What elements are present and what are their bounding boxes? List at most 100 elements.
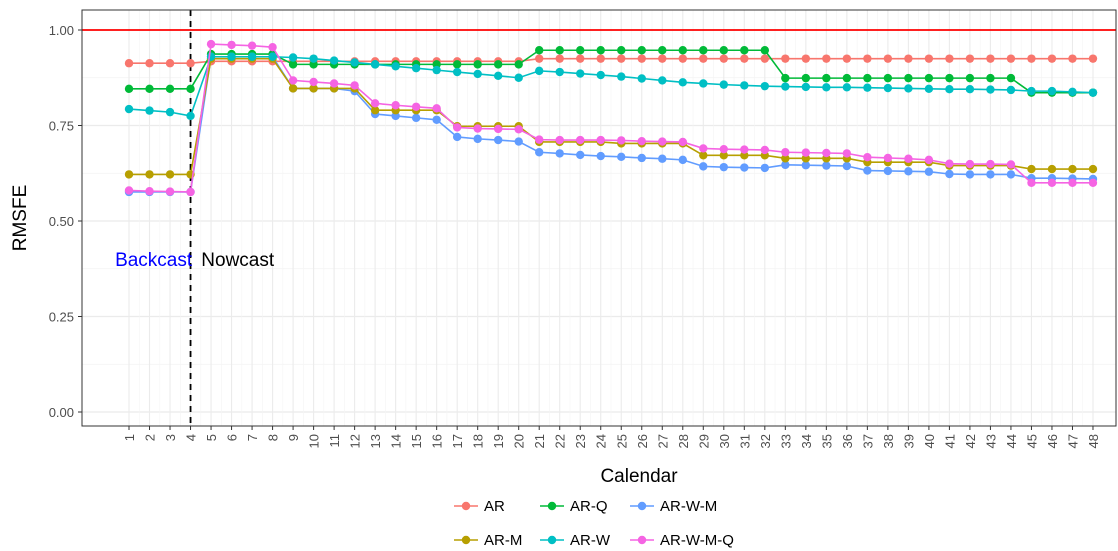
x-tick-label: 31 bbox=[737, 434, 752, 448]
y-axis-title: RMSFE bbox=[10, 185, 31, 252]
x-tick-label: 23 bbox=[573, 434, 588, 448]
x-tick-label: 15 bbox=[409, 434, 424, 448]
data-point-ar bbox=[186, 59, 195, 68]
legend-label: AR-W-M-Q bbox=[660, 532, 734, 549]
data-point-ar-w bbox=[473, 69, 482, 79]
data-point-ar-w-m-q bbox=[576, 135, 585, 145]
data-point-ar-q bbox=[473, 60, 482, 69]
data-point-ar-w bbox=[309, 54, 318, 63]
data-point-ar bbox=[822, 54, 831, 63]
data-point-ar-q bbox=[658, 46, 667, 55]
data-point-ar bbox=[760, 54, 770, 63]
data-point-ar-w bbox=[514, 73, 523, 82]
data-point-ar-w bbox=[678, 78, 687, 87]
data-point-ar bbox=[596, 54, 605, 63]
data-point-ar-w bbox=[617, 72, 626, 81]
data-point-ar-w-m-q bbox=[1047, 178, 1057, 187]
legend: AR AR-Q AR-W-M AR-M AR-W AR-W-M-Q bbox=[454, 498, 734, 549]
legend-key-point bbox=[461, 501, 471, 511]
data-point-ar-q bbox=[145, 84, 154, 94]
data-point-ar-w-m bbox=[678, 155, 687, 165]
data-point-ar-w-m-q bbox=[309, 77, 318, 87]
legend-key-point bbox=[637, 535, 647, 545]
data-point-ar-w-m-q bbox=[924, 155, 934, 165]
data-point-ar bbox=[637, 54, 646, 63]
reference-line-layer bbox=[82, 10, 1116, 426]
data-point-ar-w-m-q bbox=[473, 124, 482, 133]
x-tick-label: 46 bbox=[1045, 434, 1060, 448]
data-point-ar-w-m-q bbox=[699, 144, 708, 153]
data-point-ar-q bbox=[555, 46, 564, 55]
data-point-ar-w-m-q bbox=[186, 187, 195, 197]
data-point-ar-w-m-q bbox=[535, 135, 544, 144]
data-point-ar-w-m-q bbox=[863, 153, 872, 162]
data-point-ar-w bbox=[145, 106, 154, 115]
x-tick-label: 26 bbox=[635, 434, 650, 448]
data-point-ar bbox=[863, 54, 872, 63]
data-point-ar-w-m-q bbox=[822, 148, 831, 158]
data-point-ar-m bbox=[309, 84, 318, 93]
y-tick-label: 0.00 bbox=[49, 405, 74, 420]
legend-key-point bbox=[461, 535, 471, 545]
data-point-ar-q bbox=[535, 46, 544, 55]
data-point-ar-w bbox=[268, 52, 277, 61]
x-tick-label: 3 bbox=[163, 434, 178, 441]
data-point-ar-w-m bbox=[555, 149, 564, 158]
data-point-ar-w-m-q bbox=[247, 41, 257, 50]
data-point-ar-w-m bbox=[514, 137, 523, 146]
data-point-ar-q bbox=[924, 73, 934, 83]
x-tick-label: 43 bbox=[983, 434, 998, 448]
data-point-ar-w bbox=[760, 81, 770, 91]
data-point-ar bbox=[842, 54, 852, 63]
data-point-ar-w-m bbox=[842, 161, 852, 171]
x-tick-label: 21 bbox=[532, 434, 547, 448]
data-point-ar-w-m-q bbox=[227, 40, 236, 50]
data-point-ar-m bbox=[370, 106, 380, 115]
x-tick-label: 33 bbox=[778, 434, 793, 448]
data-point-ar-w-m-q bbox=[678, 137, 687, 147]
data-point-ar-w-m-q bbox=[370, 99, 380, 108]
x-tick-label: 40 bbox=[922, 434, 937, 448]
data-point-ar-w-m-q bbox=[145, 187, 154, 196]
x-tick-label: 22 bbox=[553, 434, 568, 448]
data-point-ar bbox=[945, 54, 954, 63]
x-tick-label: 2 bbox=[143, 434, 158, 441]
x-tick-label: 11 bbox=[327, 434, 342, 448]
data-point-ar-w-m bbox=[473, 134, 482, 144]
data-point-ar-w bbox=[596, 70, 605, 80]
x-tick-label: 5 bbox=[204, 434, 219, 441]
data-point-ar-w-m-q bbox=[596, 135, 605, 145]
data-point-ar-w-m bbox=[719, 162, 728, 172]
series-ar-w-m-q bbox=[124, 39, 1098, 197]
x-tick-label: 39 bbox=[901, 434, 916, 448]
data-point-ar-w-m bbox=[699, 162, 708, 171]
data-point-ar-w-m-q bbox=[965, 159, 975, 169]
data-point-ar-w-m bbox=[740, 163, 749, 172]
x-tick-label: 20 bbox=[512, 434, 527, 448]
legend-item-ar-q: AR-Q bbox=[540, 498, 608, 515]
data-point-ar-w-m-q bbox=[391, 101, 400, 110]
data-point-ar-q bbox=[842, 73, 852, 83]
data-point-ar-w-m-q bbox=[617, 136, 626, 145]
data-point-ar-w-m bbox=[535, 148, 544, 157]
data-point-ar-w-m bbox=[452, 132, 462, 142]
x-tick-label: 37 bbox=[860, 434, 875, 448]
data-point-ar-w-m-q bbox=[124, 186, 134, 195]
data-point-ar-w-m bbox=[965, 170, 975, 179]
data-point-ar-q bbox=[165, 84, 175, 94]
legend-key-point bbox=[637, 501, 647, 511]
x-tick-label: 8 bbox=[266, 434, 281, 441]
data-point-ar-q bbox=[822, 73, 831, 83]
data-point-ar bbox=[883, 54, 893, 63]
data-point-ar-m bbox=[1027, 164, 1036, 174]
data-point-ar-q bbox=[965, 73, 975, 83]
data-point-ar bbox=[699, 54, 708, 63]
data-point-ar-w bbox=[350, 58, 359, 67]
x-tick-label: 18 bbox=[471, 434, 486, 448]
x-tick-label: 13 bbox=[368, 434, 383, 448]
legend-item-ar: AR bbox=[454, 498, 505, 515]
data-point-ar-w-m-q bbox=[1027, 178, 1036, 187]
data-point-ar-w bbox=[904, 84, 913, 93]
data-point-ar-w bbox=[370, 60, 380, 69]
data-point-ar-w-m-q bbox=[719, 144, 728, 154]
